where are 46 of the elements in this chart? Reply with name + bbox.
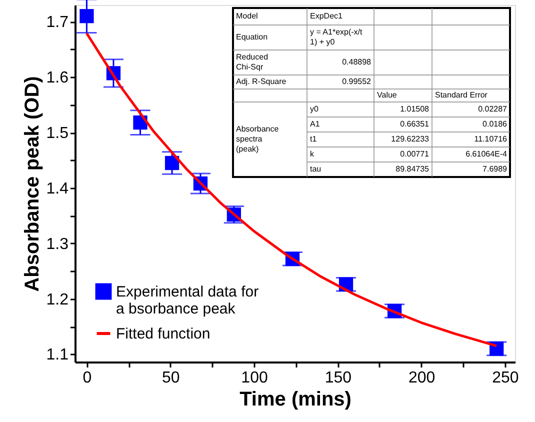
annotation: 0.0186 [482, 120, 508, 128]
annotation: 0.02287 [478, 104, 508, 114]
annotation: k [310, 150, 315, 158]
annotation: Equation [236, 32, 268, 42]
y-tick-label: 1.7 [46, 14, 69, 32]
x-tick-label: 50 [162, 370, 180, 386]
y-tick-label: 1.3 [46, 236, 69, 253]
annotation: ExpDec1 [310, 12, 344, 20]
y-tick-label: 1.5 [46, 125, 69, 142]
annotation: Standard Error [435, 90, 488, 100]
annotation: A1 [310, 120, 320, 128]
annotation: Value [377, 90, 398, 100]
x-tick-label: 200 [408, 370, 436, 386]
y-axis-title: Absorbance peak (OD) [21, 76, 44, 292]
x-tick-label: 0 [82, 370, 92, 386]
annotation: 0.48898 [342, 58, 372, 66]
annotation: Absorbance spectra (peak) [236, 124, 280, 154]
y-tick-label: 1.1 [46, 346, 69, 364]
annotation: 1.01508 [400, 104, 430, 114]
y-tick-label: 1.4 [46, 180, 69, 198]
y-tick-label: 1.2 [46, 291, 69, 308]
annotation: Model [236, 12, 258, 20]
annotation: 7.6989 [482, 164, 508, 174]
x-tick-label: 100 [241, 370, 268, 386]
annotation: 0.66351 [400, 120, 430, 128]
annotation: 0.99552 [342, 77, 372, 86]
annotation: tau [310, 164, 322, 174]
annotation: Reduced Chi-Sqr [236, 52, 268, 72]
point [164, 156, 180, 170]
annotation: y = A1*exp(-x/t1) + y0 [310, 28, 364, 46]
annotation: 11.10716 [474, 134, 508, 144]
legend-label: Experimental data for a bsorbance peak [116, 284, 259, 318]
point [80, 9, 94, 24]
annotation: 6.61064E-4 [466, 150, 508, 158]
x-tick-label: 250 [492, 370, 519, 386]
annotation: 129.62233 [391, 134, 430, 144]
annotation: 0.00771 [400, 150, 430, 158]
annotation: t1 [310, 134, 318, 144]
legend-label: Fitted function [116, 326, 210, 342]
annotation: 89.84735 [396, 164, 430, 174]
x-axis-title: Time (mins) [240, 388, 352, 410]
x-tick-label: 150 [324, 370, 352, 386]
annotation: y0 [310, 104, 319, 114]
annotation: Adj. R-Square [236, 77, 287, 86]
point [490, 342, 504, 356]
y-tick-label: 1.6 [46, 70, 69, 87]
